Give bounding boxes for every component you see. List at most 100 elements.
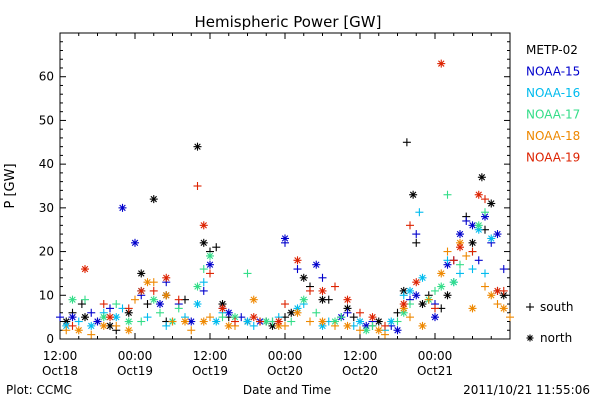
legend-entry: NOAA-18 [526, 129, 580, 143]
north-marker [299, 273, 308, 282]
south-marker [443, 247, 452, 256]
north-marker [468, 221, 477, 230]
legend-south-label: south [540, 300, 574, 314]
north-marker [87, 321, 96, 330]
south-marker [431, 286, 439, 295]
north-marker [293, 256, 302, 265]
north-marker [206, 251, 214, 260]
south-marker [187, 326, 196, 335]
north-marker [243, 317, 252, 326]
south-marker [468, 247, 477, 256]
data-points [56, 59, 514, 339]
north-marker [274, 317, 283, 326]
north-marker [399, 300, 408, 309]
north-marker [318, 295, 327, 304]
south-marker [406, 221, 414, 230]
y-tick-label: 40 [39, 157, 54, 171]
south-marker [356, 326, 364, 335]
south-marker [199, 265, 208, 274]
south-marker [406, 313, 414, 322]
south-marker [381, 330, 389, 339]
north-marker [93, 317, 102, 326]
south-marker [462, 251, 471, 260]
north-marker [443, 291, 452, 300]
legend-entry: NOAA-15 [526, 65, 580, 79]
north-marker [249, 295, 258, 304]
north-marker [68, 295, 77, 304]
south-marker [143, 313, 152, 322]
south-marker [356, 308, 364, 317]
south-marker [456, 260, 464, 269]
north-marker [281, 234, 289, 243]
north-marker [131, 238, 139, 247]
north-marker [181, 317, 189, 326]
north-marker [393, 326, 402, 335]
north-marker [456, 243, 464, 252]
x-tick-label-date: Oct19 [117, 364, 153, 378]
north-marker [212, 317, 221, 326]
north-marker [106, 313, 114, 322]
north-marker [206, 260, 214, 269]
north-marker [118, 203, 127, 212]
south-marker [74, 317, 83, 326]
south-marker [337, 313, 346, 322]
north-marker [409, 190, 418, 199]
south-marker [174, 304, 183, 313]
south-marker [218, 313, 227, 322]
south-marker [331, 282, 339, 291]
south-marker [381, 321, 389, 330]
north-marker [149, 295, 158, 304]
south-marker [199, 286, 208, 295]
south-marker [256, 317, 264, 326]
north-marker [68, 313, 77, 322]
north-marker [431, 313, 439, 322]
south-marker [193, 182, 202, 190]
y-tick-label: 0 [46, 332, 54, 346]
south-marker [156, 308, 164, 317]
south-marker [206, 313, 214, 322]
south-marker [481, 282, 489, 291]
north-marker [137, 269, 146, 278]
south-marker [231, 317, 239, 326]
south-marker [124, 304, 133, 313]
y-axis: 0 10 20 30 40 50 60 [39, 32, 510, 346]
north-marker [356, 317, 364, 326]
north-marker [299, 295, 308, 304]
south-marker [56, 313, 64, 322]
y-tick-label: 20 [39, 245, 54, 259]
south-marker [424, 295, 433, 304]
south-marker [306, 317, 314, 326]
y-tick-label: 10 [39, 288, 54, 302]
north-marker [437, 269, 446, 278]
legend-entry: NOAA-16 [526, 86, 580, 100]
north-marker [474, 190, 483, 199]
north-marker [468, 304, 477, 313]
north-marker [143, 278, 152, 287]
legend-north-label: north [540, 331, 572, 345]
y-tick-label: 30 [39, 201, 54, 215]
north-marker [137, 286, 146, 295]
south-marker [402, 138, 411, 147]
north-marker [412, 278, 421, 287]
south-marker [318, 273, 327, 282]
south-marker [343, 308, 352, 317]
x-tick-label: 12:00 [43, 349, 78, 363]
north-marker [477, 173, 486, 182]
north-marker [162, 291, 171, 300]
north-marker [293, 308, 302, 317]
x-tick-label: 00:00 [118, 349, 153, 363]
south-marker [368, 321, 377, 330]
south-marker [106, 304, 114, 313]
north-marker [374, 317, 383, 326]
north-marker [493, 286, 502, 295]
south-marker [87, 330, 96, 339]
south-marker [77, 300, 86, 309]
legend-entry: METP-02 [526, 43, 578, 57]
chart-title: Hemispheric Power [GW] [195, 13, 382, 31]
north-marker [362, 326, 371, 335]
north-marker [487, 291, 496, 300]
south-marker [143, 300, 152, 309]
x-tick-label-date: Oct20 [342, 364, 378, 378]
south-marker [443, 190, 452, 199]
